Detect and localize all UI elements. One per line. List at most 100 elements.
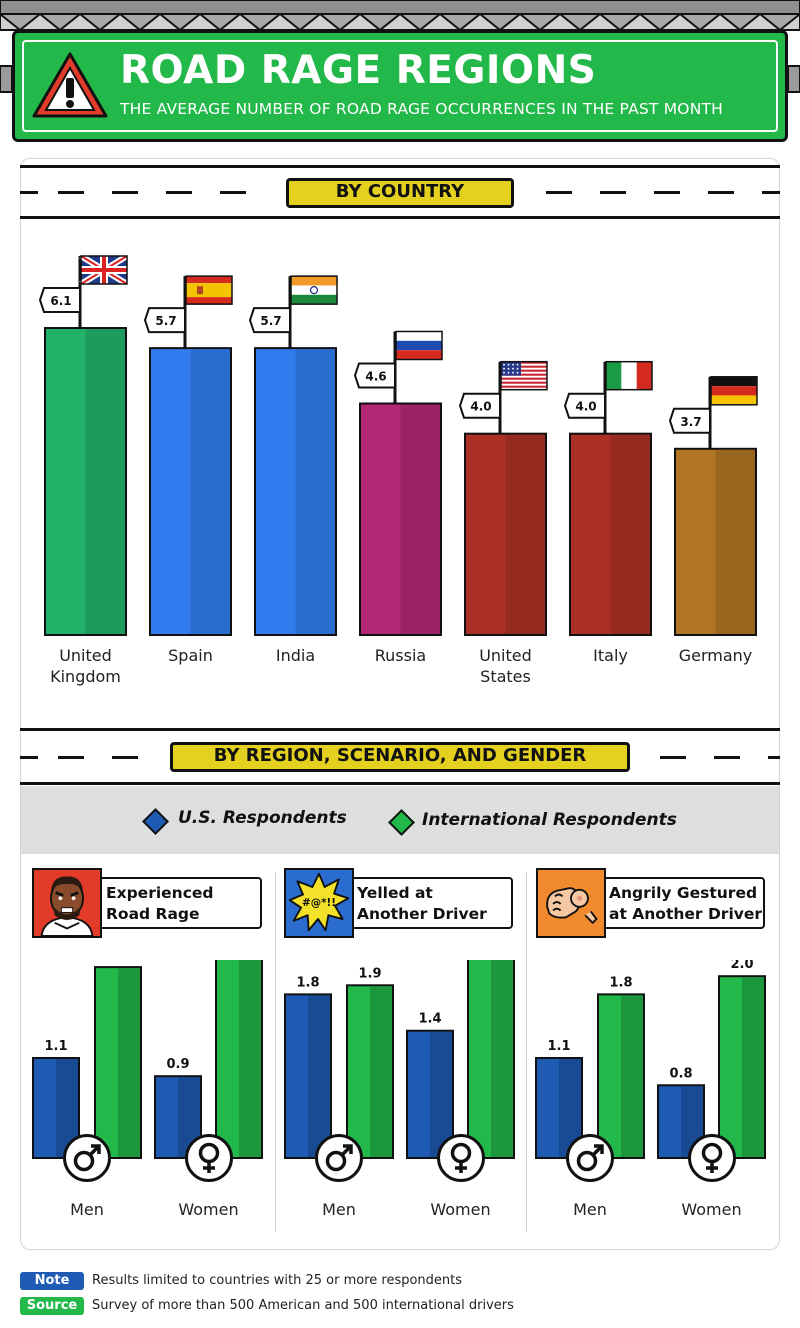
country-bar	[149, 347, 232, 637]
intl-legend-label: International Respondents	[422, 810, 677, 830]
bar-value-label: 1.1	[44, 1039, 67, 1054]
road-dash	[546, 191, 572, 194]
value-label-text: 5.7	[155, 314, 176, 328]
us-men-bar	[284, 993, 332, 1159]
gender-label: Women	[178, 1200, 239, 1219]
shout-icon: #@*!!	[284, 868, 354, 938]
bar-value-label: 1.9	[358, 966, 381, 981]
intl-women-bar	[215, 960, 263, 1159]
bar-value-label: 0.9	[166, 1057, 189, 1072]
country-bar	[359, 402, 442, 636]
gender-label: Men	[322, 1200, 356, 1219]
note-tag: Note	[20, 1272, 84, 1290]
road-dash	[58, 756, 84, 759]
road-dash	[660, 756, 686, 759]
country-label: United Kingdom	[50, 646, 121, 686]
male-symbol-icon	[63, 1134, 111, 1182]
road-dash	[768, 756, 780, 759]
bar-value-label: 2.0	[730, 960, 753, 972]
road-edge-top-2	[20, 728, 780, 731]
bar-value-label: 0.8	[669, 1066, 692, 1081]
road-dash	[112, 756, 138, 759]
bar-value-label: 1.8	[296, 975, 319, 990]
page-subtitle: THE AVERAGE NUMBER OF ROAD RAGE OCCURREN…	[120, 100, 724, 118]
gender-label: Women	[430, 1200, 491, 1219]
source-text: Survey of more than 500 American and 500…	[92, 1298, 514, 1313]
road-dash	[166, 191, 192, 194]
value-label: 3.7	[668, 407, 711, 434]
country-label: Italy	[593, 646, 628, 665]
svg-text:#@*!!: #@*!!	[302, 897, 336, 909]
road-dash	[20, 756, 38, 759]
gender-label: Men	[70, 1200, 104, 1219]
value-label: 4.6	[353, 362, 396, 389]
value-label-text: 5.7	[260, 314, 281, 328]
bar-value-label: 2.1	[106, 960, 129, 963]
road-edge-bottom-2	[20, 782, 780, 785]
usa-flag-icon	[500, 360, 548, 391]
bar-value-label: 1.1	[547, 1039, 570, 1054]
road-dash	[600, 191, 626, 194]
road-dash	[112, 191, 138, 194]
source-tag: Source	[20, 1297, 84, 1315]
section-label-country: BY COUNTRY	[286, 178, 514, 208]
road-edge-bottom	[20, 216, 780, 219]
value-label: 5.7	[143, 307, 186, 334]
scenario-label-road-rage: Experienced Road Rage	[76, 877, 262, 929]
country-label: Spain	[168, 646, 213, 665]
female-symbol-icon	[436, 1134, 485, 1182]
road-dash	[708, 191, 734, 194]
germany-flag-icon	[710, 376, 758, 406]
intl-women-bar	[718, 975, 766, 1160]
female-symbol-icon	[184, 1134, 233, 1182]
value-label-text: 4.0	[470, 400, 491, 414]
intl-men-bar	[597, 993, 645, 1159]
scenario-label-gestured: Angrily Gestured at Another Driver	[579, 877, 765, 929]
value-label-text: 3.7	[680, 415, 701, 429]
value-label: 4.0	[563, 392, 606, 419]
male-symbol-icon	[566, 1134, 614, 1182]
country-label: United States	[479, 646, 532, 686]
road-edge-top	[20, 165, 780, 168]
bar-value-label: 1.8	[609, 975, 632, 990]
warning-icon	[32, 52, 108, 118]
road-dash	[58, 191, 84, 194]
uk-flag-icon	[79, 253, 129, 287]
us-legend-label: U.S. Respondents	[178, 808, 347, 828]
road-dash	[220, 191, 246, 194]
angry-man-icon	[32, 868, 102, 938]
road-dash	[714, 756, 740, 759]
india-flag-icon	[290, 275, 338, 305]
us-women-bar	[406, 1029, 454, 1159]
scenario-bar-charts: 1.12.10.92.21.81.91.42.21.11.80.82.0	[32, 960, 766, 1160]
country-bar	[254, 347, 337, 637]
road-dash	[20, 191, 38, 194]
page-title: ROAD RAGE REGIONS	[120, 48, 597, 93]
intl-women-bar	[467, 960, 515, 1159]
male-symbol-icon	[315, 1134, 363, 1182]
intl-men-bar	[94, 966, 142, 1159]
value-label-text: 4.6	[365, 369, 386, 383]
country-label: Germany	[678, 646, 753, 665]
scenario-label-yelled: Yelled at Another Driver	[327, 877, 513, 929]
russia-flag-icon	[395, 330, 443, 361]
country-bar-chart: 6.1 5.7 5.7 4.6 4.0 4.0 3.7	[38, 253, 758, 637]
country-bar	[44, 327, 127, 636]
gender-label: Women	[681, 1200, 742, 1219]
value-label: 6.1	[38, 287, 81, 313]
panel-divider	[526, 872, 527, 1232]
panel-divider	[275, 872, 276, 1232]
value-label-text: 6.1	[50, 294, 71, 308]
spain-flag-icon	[185, 275, 233, 305]
section-label-region: BY REGION, SCENARIO, AND GENDER	[170, 742, 630, 772]
country-label: India	[275, 646, 316, 665]
bar-value-label: 1.4	[418, 1012, 441, 1027]
country-label: Russia	[374, 646, 427, 665]
value-label: 4.0	[458, 392, 501, 419]
country-bar	[674, 447, 757, 636]
value-label: 5.7	[248, 307, 291, 334]
road-dash	[654, 191, 680, 194]
note-text: Results limited to countries with 25 or …	[92, 1273, 463, 1288]
italy-flag-icon	[605, 360, 653, 391]
female-symbol-icon	[687, 1134, 736, 1182]
